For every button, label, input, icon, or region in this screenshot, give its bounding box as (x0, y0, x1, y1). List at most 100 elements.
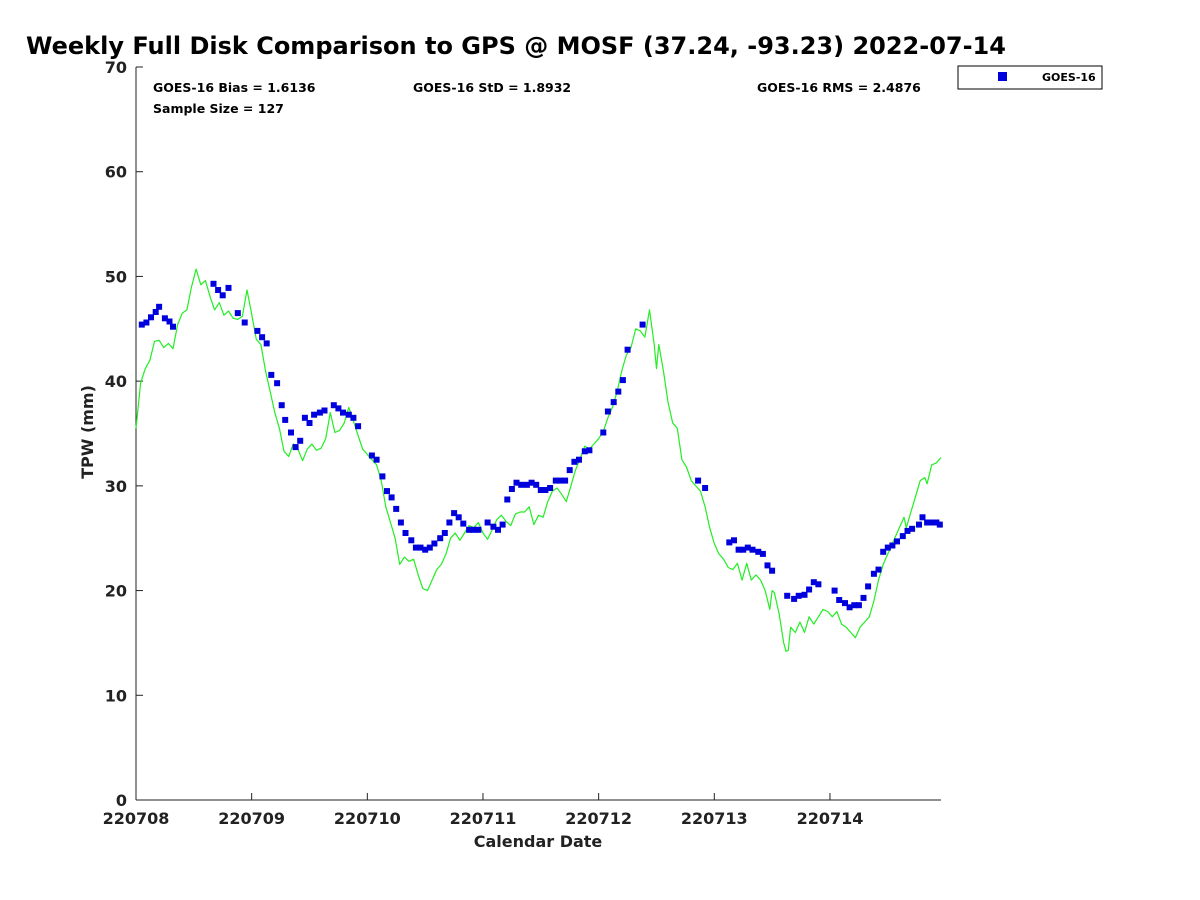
goes-point (576, 456, 582, 463)
goes-point (600, 429, 607, 436)
goes-point (335, 405, 342, 412)
goes-point (215, 287, 222, 293)
goes-point (166, 318, 173, 325)
goes-point (408, 537, 415, 544)
goes-point (566, 467, 573, 474)
goes-point (936, 521, 943, 528)
gps-line (135, 268, 942, 652)
goes-point (547, 485, 554, 491)
goes-point (537, 487, 544, 493)
goes-point (557, 477, 564, 484)
goes-point (234, 310, 241, 317)
goes-point (695, 477, 702, 484)
goes-point (875, 566, 882, 573)
goes-point (466, 526, 473, 533)
goes-point (388, 494, 395, 501)
goes-point (282, 416, 289, 423)
goes-point (393, 505, 400, 512)
goes-point (731, 537, 737, 544)
goes-point (426, 544, 433, 551)
goes-point (810, 579, 817, 586)
goes-point (744, 544, 751, 551)
goes-point (865, 583, 872, 590)
goes-point (831, 587, 838, 594)
x-tick-label: 220708 (103, 809, 170, 828)
goes-point (919, 514, 926, 521)
goes-point (795, 592, 802, 599)
rms-stat: GOES-16 RMS = 2.4876 (757, 80, 921, 95)
goes-point (495, 526, 501, 533)
goes-point (402, 530, 409, 536)
goes-point (615, 388, 622, 395)
goes-point (297, 437, 304, 444)
goes-point (499, 521, 506, 528)
goes-point (619, 377, 626, 384)
goes-point (470, 526, 477, 533)
y-tick-label: 10 (105, 686, 127, 705)
goes-point (451, 510, 458, 517)
goes-point (894, 538, 900, 545)
goes-point (801, 591, 808, 598)
goes-point (316, 409, 323, 416)
goes-point (604, 408, 611, 415)
goes-point (784, 592, 791, 599)
goes-point (292, 444, 299, 451)
y-tick-label: 30 (105, 477, 127, 496)
goes-point (735, 546, 742, 553)
goes-point (259, 334, 266, 341)
goes-point (268, 371, 275, 378)
goes-point (764, 562, 771, 569)
y-tick-label: 70 (105, 58, 127, 77)
y-tick-label: 60 (105, 163, 127, 182)
goes-point (288, 429, 294, 436)
y-tick-label: 50 (105, 267, 127, 286)
goes-point (330, 402, 337, 409)
goes-point (355, 423, 362, 430)
goes-point (210, 280, 217, 287)
goes-point (933, 519, 940, 526)
goes-point (916, 521, 922, 528)
y-axis-label: TPW (mm) (78, 385, 97, 479)
goes-point (755, 548, 762, 555)
goes-point (274, 380, 281, 387)
goes-point (513, 479, 520, 486)
goes-point (156, 303, 163, 310)
goes-point (345, 411, 352, 418)
goes-point (321, 407, 328, 414)
goes-point (241, 319, 248, 326)
goes-point (759, 550, 766, 557)
x-tick-label: 220711 (450, 809, 517, 828)
goes-point (437, 535, 444, 542)
goes-point (610, 399, 617, 406)
goes-point (148, 314, 154, 321)
goes-point (726, 539, 733, 546)
goes-point (842, 600, 848, 607)
goes-point (422, 546, 429, 553)
goes-point (397, 519, 404, 526)
goes-point (884, 544, 891, 551)
y-tick-label: 0 (116, 791, 127, 810)
goes-point (340, 409, 346, 416)
goes-point (528, 479, 535, 486)
sample-size-stat: Sample Size = 127 (153, 101, 284, 116)
legend: GOES-16 (957, 65, 1103, 90)
goes-point (412, 544, 419, 551)
goes-point (431, 540, 438, 547)
goes-point (702, 485, 709, 491)
goes-point (542, 487, 549, 493)
goes-point (740, 546, 747, 553)
goes-point (350, 414, 357, 421)
goes-point (846, 604, 853, 611)
y-tick-label: 40 (105, 372, 127, 391)
goes-point (552, 477, 559, 484)
goes-point (889, 542, 896, 549)
goes-point (904, 527, 911, 534)
legend-label: GOES-16 (1042, 71, 1096, 84)
goes-point (441, 530, 448, 536)
goes-point (225, 284, 232, 291)
goes-point (143, 319, 150, 326)
goes-point (170, 323, 176, 330)
gps-series (135, 268, 942, 652)
goes-point (791, 595, 798, 602)
legend-box (957, 65, 1103, 90)
